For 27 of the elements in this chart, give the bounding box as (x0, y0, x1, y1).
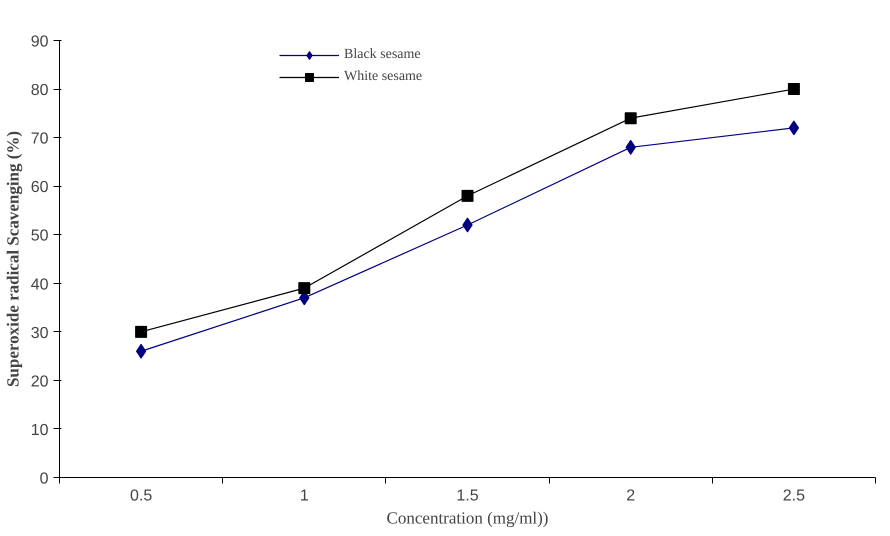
point (298, 282, 310, 294)
y-tick-label: 90 (30, 34, 49, 50)
y-tick-label: 30 (30, 324, 49, 342)
legend-label: White sesame (344, 69, 422, 85)
y-tick-label: 50 (30, 228, 49, 245)
y-axis-title: Superoxide radical Scavenging (%) (4, 130, 23, 388)
point (788, 83, 800, 96)
x-tick-label: 1 (300, 488, 309, 504)
y-tick-label: 10 (30, 422, 49, 439)
point (788, 120, 800, 136)
point (135, 326, 148, 338)
legend-label: Black sesame (344, 47, 421, 63)
y-tick-label: 20 (30, 373, 49, 390)
x-axis-title: Concentration (mg/ml)) (386, 508, 548, 528)
x-tick-label: 1.5 (456, 488, 479, 504)
y-tick-label: 40 (30, 276, 49, 294)
y-tick-label: 0 (40, 470, 49, 488)
x-tick-label: 2.5 (782, 488, 806, 504)
x-tick-label: 0.5 (130, 488, 152, 504)
y-tick-label: 80 (30, 82, 49, 100)
y-tick-label: 70 (30, 130, 49, 148)
point (136, 344, 146, 359)
x-tick-label: 2 (626, 488, 636, 504)
point (462, 218, 473, 233)
point (462, 190, 474, 202)
y-tick-label: 60 (30, 179, 49, 196)
point (624, 112, 637, 124)
